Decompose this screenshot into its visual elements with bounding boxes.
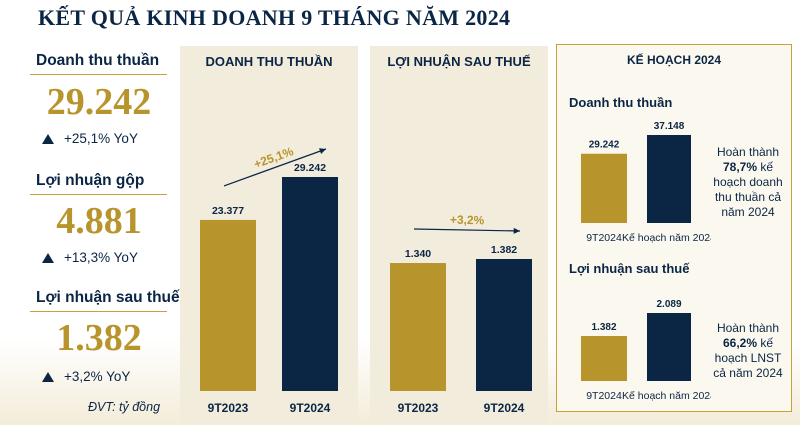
kpi-net-profit-value: 1.382 — [56, 317, 142, 359]
note-text: kế hoạch doanh thu thuần cả năm 2024 — [713, 160, 783, 219]
bar-kế-hoạch-năm-2024 — [647, 313, 691, 381]
kpi-revenue-change-text: +25,1% YoY — [64, 131, 138, 146]
plan-revenue-chart: 29.242 9T2024 37.148 Kế hoạch năm 2024 — [581, 121, 711, 244]
kpi-revenue-label: Doanh thu thuần — [36, 52, 160, 69]
growth-arrow-head — [513, 227, 520, 234]
bar-value-label: 1.340 — [405, 248, 431, 260]
bar-value-label: 23.377 — [212, 205, 244, 217]
unit-note: ĐVT: tỷ đồng — [88, 400, 161, 414]
plan-net-profit-title: Lợi nhuận sau thuế — [569, 261, 690, 276]
category-label: Kế hoạch năm 2024 — [622, 232, 711, 244]
note-percentage: 66,2% — [722, 336, 757, 350]
plan-2024-title: KẾ HOẠCH 2024 — [626, 53, 722, 67]
bar-value-label: 2.089 — [656, 299, 681, 310]
category-label: 9T2024 — [484, 401, 525, 415]
kpi-net-profit-label: Lợi nhuận sau thuế — [36, 289, 180, 306]
category-label: Kế hoạch năm 2024 — [622, 390, 711, 402]
category-label: 9T2023 — [208, 401, 249, 415]
kpi-gross-profit-change: +13,3% YoY — [42, 250, 138, 265]
note-text: kế hoạch LNST cả năm 2024 — [713, 336, 783, 380]
growth-label: +25,1% — [252, 144, 296, 171]
net-profit-chart-title: LỢI NHUẬN SAU THUẾ — [387, 54, 531, 69]
revenue-chart-panel: DOANH THU THUẦN 23.377 9T2023 29.242 9T2024… — [180, 46, 358, 425]
plan-net-profit-note: Hoàn thành 66,2% kế hoạch LNST cả năm 20… — [707, 321, 789, 381]
category-label: 9T2024 — [290, 401, 331, 415]
bar-9t2024 — [581, 336, 627, 381]
bar-9t2023 — [200, 219, 256, 391]
net-profit-chart: 1.340 9T2023 1.382 9T2024 +3,2% — [390, 213, 532, 415]
plan-revenue-note: Hoàn thành 78,7% kế hoạch doanh thu thuầ… — [707, 145, 789, 220]
growth-arrow-head — [319, 148, 326, 155]
page-title: KẾT QUẢ KINH DOANH 9 THÁNG NĂM 2024 — [38, 5, 511, 30]
revenue-chart: 23.377 9T2023 29.242 9T2024 +25,1% — [200, 144, 338, 415]
up-triangle-icon — [42, 253, 54, 264]
kpi-net-profit-change: +3,2% YoY — [42, 369, 130, 384]
kpi-divider — [30, 74, 167, 76]
note-text: Hoàn thành — [716, 145, 780, 159]
bar-value-label: 1.382 — [591, 322, 616, 333]
kpi-divider — [30, 194, 167, 196]
note-text: Hoàn thành — [716, 321, 780, 335]
growth-arrow-line — [413, 228, 521, 232]
note-percentage: 78,7% — [722, 160, 757, 174]
bar-value-label: 29.242 — [294, 162, 326, 174]
plan-revenue-title: Doanh thu thuần — [569, 95, 673, 110]
bar-9t2024 — [581, 153, 627, 223]
bar-value-label: 37.148 — [654, 121, 685, 132]
kpi-net-profit-change-text: +3,2% YoY — [64, 369, 131, 384]
bar-kế-hoạch-năm-2024 — [647, 135, 691, 223]
kpi-revenue-change: +25,1% YoY — [42, 131, 138, 146]
growth-label: +3,2% — [450, 213, 485, 228]
bar-9t2024 — [282, 177, 338, 391]
kpi-gross-profit-label: Lợi nhuận gộp — [36, 172, 145, 189]
bar-value-label: 29.242 — [589, 140, 620, 151]
up-triangle-icon — [42, 134, 54, 145]
kpi-gross-profit-change-text: +13,3% YoY — [64, 250, 138, 265]
bar-9t2023 — [390, 263, 446, 391]
category-label: 9T2024 — [586, 232, 622, 244]
kpi-gross-profit-value: 4.881 — [56, 200, 142, 242]
revenue-chart-title: DOANH THU THUẦN — [205, 54, 333, 69]
kpi-divider — [30, 311, 167, 313]
bar-9t2024 — [476, 259, 532, 391]
plan-net-profit-chart: 1.382 9T2024 2.089 Kế hoạch năm 2024 — [581, 299, 711, 402]
net-profit-chart-panel: LỢI NHUẬN SAU THUẾ 1.340 9T2023 1.382 9T202… — [370, 46, 548, 425]
growth-arrow-line — [223, 148, 327, 187]
category-label: 9T2024 — [586, 390, 622, 402]
bar-value-label: 1.382 — [491, 244, 517, 256]
kpi-revenue-value: 29.242 — [46, 81, 152, 123]
category-label: 9T2023 — [398, 401, 439, 415]
plan-2024-panel: KẾ HOẠCH 2024 Doanh thu thuần 29.242 9T20… — [556, 44, 792, 412]
up-triangle-icon — [42, 372, 54, 383]
